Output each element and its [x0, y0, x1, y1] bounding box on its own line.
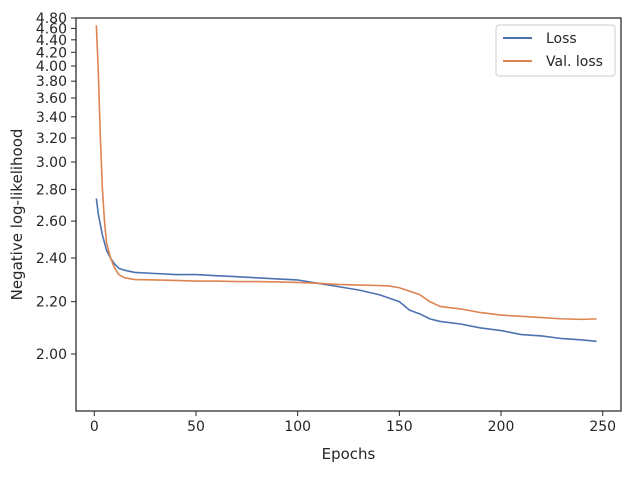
series-line-val-loss — [95, 25, 597, 321]
y-tick-label: 2.80 — [36, 182, 67, 198]
x-axis-ticks: 0 50 100 150 200 250 — [90, 411, 616, 435]
y-tick-label: 4.40 — [36, 33, 67, 49]
legend-label-loss: Loss — [546, 31, 577, 47]
y-tick-label: 4.80 — [36, 11, 67, 27]
y-tick-label: 3.60 — [36, 91, 67, 107]
y-tick-label: 3.20 — [36, 131, 67, 147]
plot-frame — [75, 17, 622, 412]
y-tick-label: 4.00 — [36, 59, 67, 75]
plot-background — [76, 18, 621, 411]
y-axis-label: Negative log-likelihood — [8, 129, 26, 301]
legend-label-val-loss: Val. loss — [546, 54, 603, 70]
x-tick-label: 150 — [386, 419, 413, 435]
y-axis-ticks: 2.00 2.20 2.40 2.60 2.80 3.00 3.20 3.40 3.603.80… — [36, 11, 76, 363]
y-tick-label: 2.00 — [36, 347, 67, 363]
series-line-loss — [95, 198, 597, 343]
y-tick-label: 3.40 — [36, 110, 67, 126]
y-tick-label: 2.40 — [36, 251, 67, 267]
y-tick-label: 2.20 — [36, 295, 67, 311]
y-tick-label: 3.00 — [36, 155, 67, 171]
x-tick-label: 0 — [90, 419, 99, 435]
x-axis-label: Epochs — [322, 445, 376, 463]
x-tick-label: 250 — [589, 419, 616, 435]
y-tick-label: 3.80 — [36, 74, 67, 90]
x-tick-label: 50 — [187, 419, 205, 435]
y-tick-label: 2.60 — [36, 214, 67, 230]
series-layer — [95, 25, 597, 343]
x-tick-label: 100 — [284, 419, 311, 435]
x-tick-label: 200 — [488, 419, 515, 435]
legend: Loss Val. loss — [495, 24, 616, 77]
y-tick-label: 4.20 — [36, 45, 67, 61]
y-tick-label: 4.60 — [36, 21, 67, 37]
